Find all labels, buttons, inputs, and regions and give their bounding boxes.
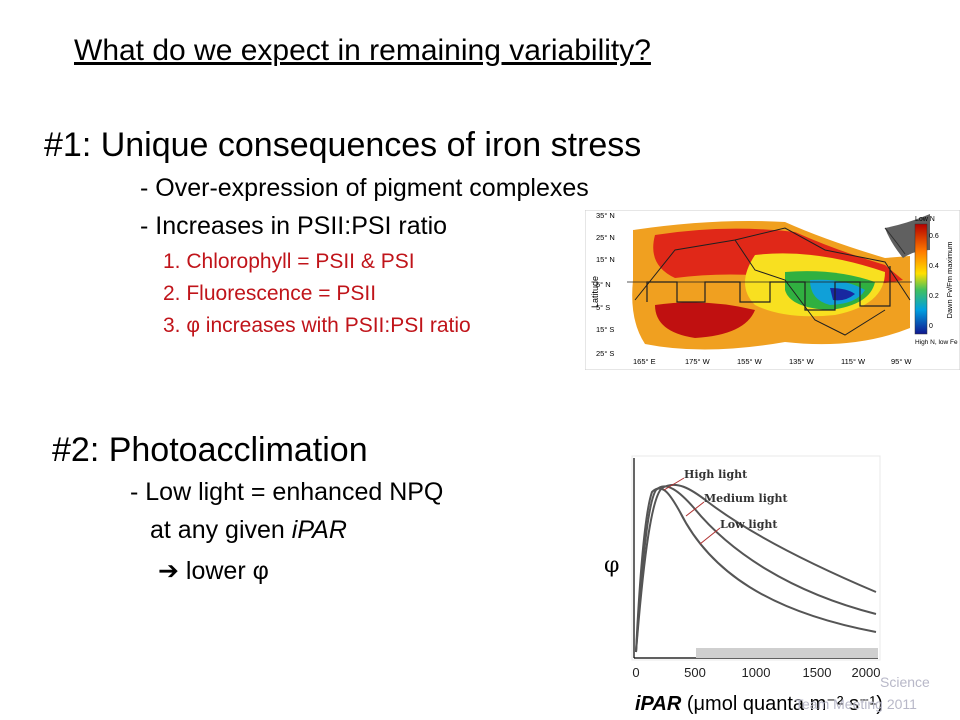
section1-numbered-2: 2. Fluorescence = PSII (163, 282, 377, 305)
curve-labels: High light Medium light Low light (684, 468, 789, 531)
curve-x-tick: 2000 (852, 665, 881, 680)
curve-shaded-band (696, 648, 878, 658)
lat-tick: 5° N (596, 280, 611, 289)
lon-tick: 165° E (633, 357, 656, 366)
map-lat-ticks: 35° N 25° N 15° N 5° N 5° S 15° S 25° S (596, 211, 615, 358)
colorbar-ticks: 0.6 0.4 0.2 0 (929, 233, 939, 330)
curve-label-medium-light: Medium light (704, 492, 789, 505)
section1-numbered-3: 3. φ increases with PSII:PSI ratio (163, 314, 471, 337)
watermark-line-1: Science (880, 674, 930, 690)
colorbar-top-label: Low N (915, 216, 935, 223)
lon-tick: 115° W (841, 357, 866, 366)
colorbar-tick: 0.6 (929, 233, 939, 240)
lat-tick: 5° S (596, 303, 610, 312)
lon-tick: 175° W (685, 357, 711, 366)
curve-label-low-light: Low light (720, 518, 778, 531)
lat-tick: 15° N (596, 255, 615, 264)
curve-label-high-light: High light (684, 468, 748, 481)
colorbar-label: Dawn Fv/Fm maximum (945, 241, 954, 318)
lat-tick: 15° S (596, 325, 614, 334)
curve-x-label-italic: iPAR (635, 693, 682, 715)
photoacclimation-curve: φ High light Medium light Low light 0 50… (604, 455, 881, 680)
colorbar-tick: 0.4 (929, 263, 939, 270)
iron-stress-map: Latitude 35° N 25° N 15° N 5° N 5° S 15°… (585, 210, 960, 370)
curve-lines (635, 483, 877, 653)
map-data-field (627, 214, 930, 352)
lon-tick: 155° W (737, 357, 763, 366)
curve-x-label-rest: (μmol quanta m⁻² s⁻¹) (681, 693, 883, 715)
curve-y-axis-symbol: φ (604, 553, 619, 578)
section2-line-3-text: lower φ (185, 557, 269, 585)
section2-line-1: - Low light = enhanced NPQ (130, 478, 444, 506)
curve-low-light (635, 487, 877, 653)
section2-line-2-prefix: at any given (150, 516, 292, 544)
section1-bullet-1: - Over-expression of pigment complexes (140, 174, 589, 202)
map-lon-ticks: 165° E 175° W 155° W 135° W 115° W 95° W (633, 357, 912, 366)
curve-x-tick: 0 (632, 665, 639, 680)
section1-numbered-1: 1. Chlorophyll = PSII & PSI (163, 250, 415, 273)
section1-bullet-2: - Increases in PSII:PSI ratio (140, 212, 448, 240)
curve-x-tick: 1000 (742, 665, 771, 680)
section2-line-2: at any given iPAR (150, 516, 347, 545)
colorbar-tick: 0.2 (929, 293, 939, 300)
section1-heading: #1: Unique consequences of iron stress (44, 126, 642, 164)
section2-line-3: ➔ lower φ (158, 556, 269, 586)
colorbar-bottom-label: High N, low Fe (915, 339, 958, 346)
colorbar-tick: 0 (929, 323, 933, 330)
curve-high-light (635, 483, 877, 653)
curve-medium-light (635, 485, 877, 653)
lon-tick: 95° W (891, 357, 912, 366)
lat-tick: 25° S (596, 349, 614, 358)
curve-x-tick: 500 (684, 665, 706, 680)
watermark-line-2: Team Meeting 2011 (795, 696, 917, 712)
curve-x-axis-label: iPAR (μmol quanta m⁻² s⁻¹) (635, 691, 883, 716)
colorbar (914, 223, 928, 335)
arrow-right-icon: ➔ (158, 557, 179, 585)
lon-tick: 135° W (789, 357, 815, 366)
curve-label-leaders (663, 477, 721, 545)
lat-tick: 35° N (596, 211, 615, 220)
section2-line-2-italic: iPAR (291, 516, 347, 544)
slide-title: What do we expect in remaining variabili… (74, 34, 651, 67)
curve-x-tick: 1500 (803, 665, 832, 680)
lat-tick: 25° N (596, 233, 615, 242)
curve-x-ticks: 0 500 1000 1500 2000 (632, 665, 880, 680)
section2-heading: #2: Photoacclimation (52, 431, 368, 469)
map-y-axis-label: Latitude (590, 276, 600, 308)
